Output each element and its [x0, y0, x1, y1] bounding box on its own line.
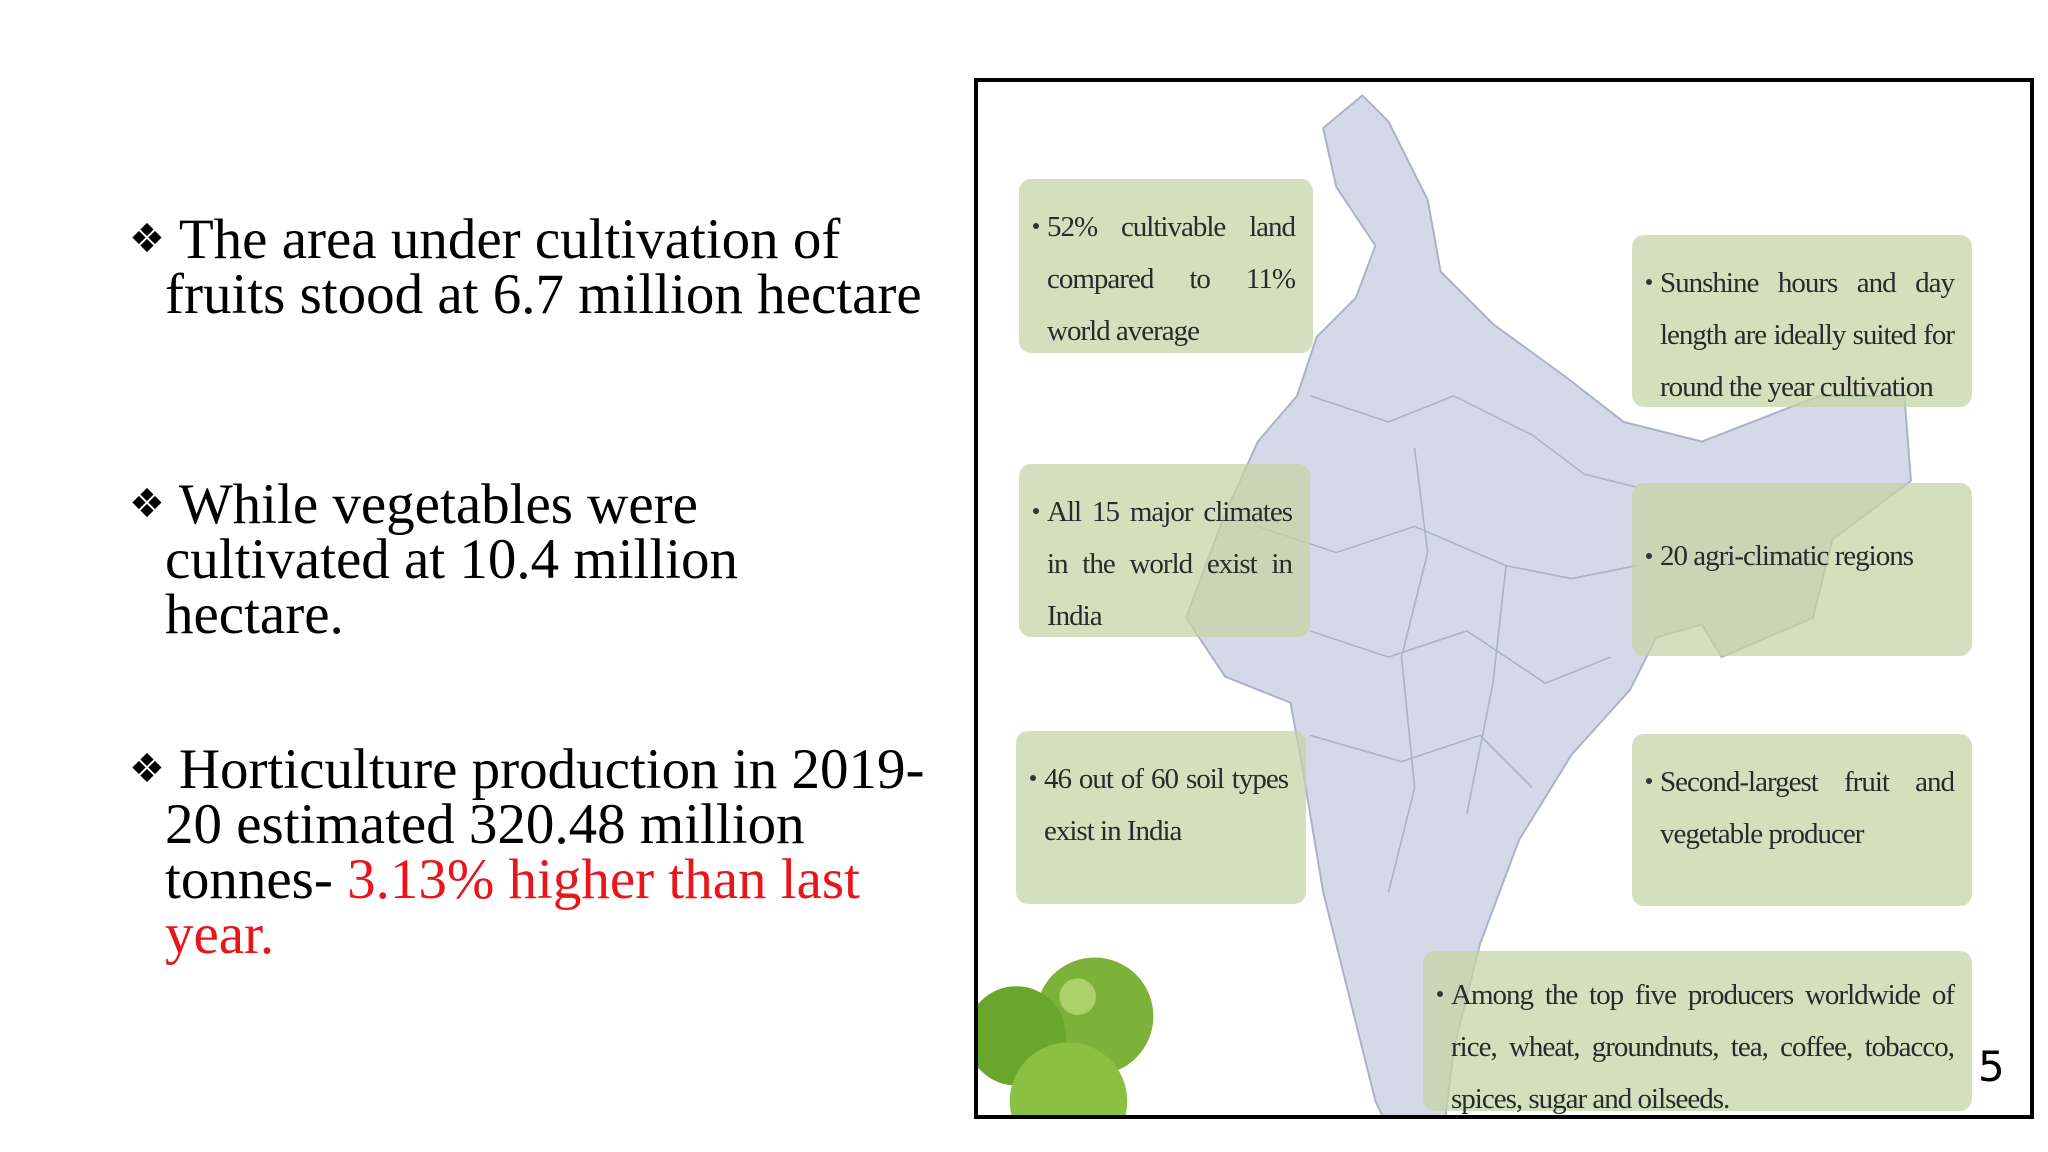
fact-dot — [1030, 775, 1036, 781]
map-fact-box: 46 out of 60 soil types exist in India — [1016, 731, 1306, 904]
india-map — [1184, 94, 1912, 1115]
bullet-symbol: ❖ — [129, 746, 165, 792]
map-fact-text: Among the top five producers worldwide o… — [1451, 979, 1955, 1115]
bullet: ❖ Horticulture production in 2019-20 esti… — [129, 741, 925, 963]
map-fact-box: Sunshine hours and day length are ideall… — [1632, 235, 1972, 407]
apples — [978, 957, 1154, 1115]
map-fact-box: 20 agri-climatic regions — [1632, 483, 1972, 656]
bullet-symbol: ❖ — [129, 481, 165, 527]
bullet-symbol: ❖ — [129, 216, 165, 262]
bullet-text: The area under cultivation of fruits sto… — [165, 208, 922, 326]
map-fact-text: All 15 major climates in the world exist… — [1047, 496, 1293, 632]
bullet: ❖ While vegetables were cultivated at 10.… — [129, 476, 925, 643]
bullet: ❖ The area under cultivation of fruits st… — [129, 211, 925, 323]
fact-dot — [1646, 279, 1652, 285]
slide-number: 5 — [1978, 1042, 2005, 1091]
map-fact-box: All 15 major climates in the world exist… — [1019, 464, 1310, 637]
bullet-highlight: 3.13% higher than last year. — [165, 848, 860, 966]
map-fact-text: Sunshine hours and day length are ideall… — [1660, 267, 1955, 403]
map-drawing — [978, 94, 1912, 1115]
fact-dot — [1033, 223, 1039, 229]
bullet-text: While vegetables were cultivated at 10.4… — [165, 473, 739, 646]
map-fact-text: Second-largest fruit and vegetable produ… — [1660, 766, 1955, 850]
map-fact-box: Second-largest fruit and vegetable produ… — [1632, 734, 1972, 906]
map-fact-text: 52% cultivable land compared to 11% worl… — [1047, 211, 1296, 347]
map-fact-box: Among the top five producers worldwide o… — [1423, 951, 1972, 1115]
map-fact-text: 20 agri-climatic regions — [1660, 540, 1914, 572]
bullet-text: Horticulture production in 2019-20 estim… — [165, 738, 925, 911]
map-fact-text: 46 out of 60 soil types exist in India — [1044, 763, 1289, 847]
fact-dot — [1646, 553, 1652, 559]
fact-dot — [1646, 778, 1652, 784]
map-fact-box: 52% cultivable land compared to 11% worl… — [1019, 179, 1313, 353]
state-borders — [1257, 394, 1637, 893]
fact-dot — [1033, 508, 1039, 514]
fact-dot — [1437, 991, 1443, 997]
